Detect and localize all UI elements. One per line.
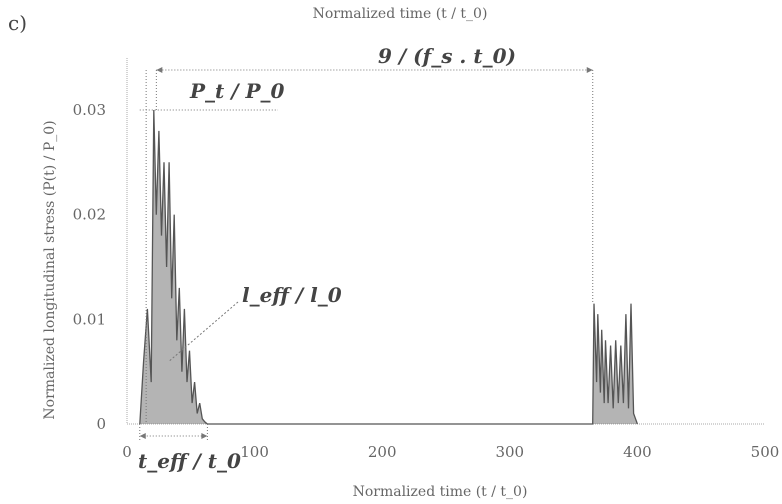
annotations bbox=[139, 67, 594, 440]
y-tick-label: 0.02 bbox=[73, 206, 106, 224]
period-arrow-left bbox=[156, 67, 163, 73]
y-axis-label: Normalized longitudinal stress (P(t) / P… bbox=[42, 120, 58, 419]
x-tick-label: 300 bbox=[495, 443, 524, 461]
panel-label: c) bbox=[8, 11, 27, 35]
y-tick-label: 0 bbox=[96, 415, 106, 433]
top-title: Normalized time (t / t_0) bbox=[313, 6, 488, 22]
annotation-peak: P_t / P_0 bbox=[189, 79, 285, 103]
period-arrow-right bbox=[586, 67, 593, 73]
x-tick-label: 0 bbox=[122, 443, 132, 461]
x-axis-label: Normalized time (t / t_0) bbox=[353, 484, 528, 500]
annotation-pulse-period: 9 / (f_s . t_0) bbox=[378, 44, 516, 68]
annotation-length: l_eff / l_0 bbox=[242, 283, 342, 307]
y-tick-label: 0.01 bbox=[73, 310, 106, 328]
duration-arrow-right bbox=[201, 433, 208, 439]
x-tick-label: 200 bbox=[368, 443, 397, 461]
x-tick-label: 400 bbox=[623, 443, 652, 461]
annotation-duration: t_eff / t_0 bbox=[138, 449, 241, 473]
series-line bbox=[139, 109, 639, 425]
axis-ticks: 0 100 200 300 400 500 0 0.01 0.02 0.03 bbox=[73, 101, 780, 461]
series-group bbox=[139, 109, 639, 425]
x-tick-label: 500 bbox=[751, 443, 780, 461]
length-leader-line bbox=[168, 301, 239, 362]
duration-arrow-left bbox=[139, 433, 146, 439]
y-tick-label: 0.03 bbox=[73, 101, 106, 119]
x-tick-label: 100 bbox=[240, 443, 269, 461]
